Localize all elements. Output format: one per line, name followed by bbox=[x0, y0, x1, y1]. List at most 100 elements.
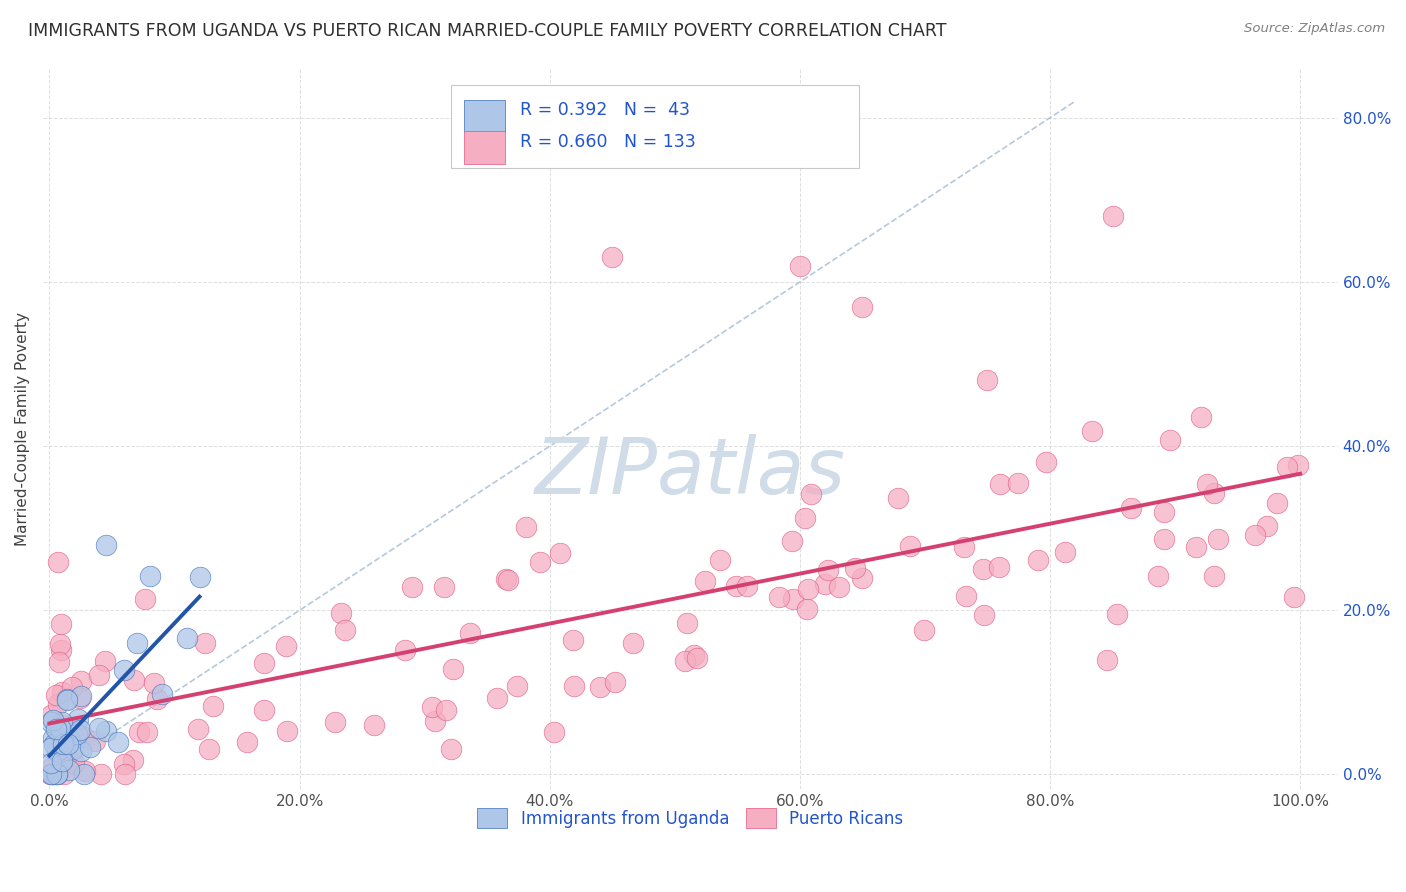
Point bbox=[51, 754, 73, 768]
Point bbox=[673, 654, 696, 668]
Point bbox=[39, 756, 62, 770]
Point bbox=[59, 733, 82, 747]
Point bbox=[1267, 495, 1289, 509]
Point bbox=[1195, 477, 1218, 491]
Text: IMMIGRANTS FROM UGANDA VS PUERTO RICAN MARRIED-COUPLE FAMILY POVERTY CORRELATION: IMMIGRANTS FROM UGANDA VS PUERTO RICAN M… bbox=[28, 22, 946, 40]
Point bbox=[323, 714, 346, 729]
Point bbox=[122, 673, 145, 687]
Point bbox=[143, 676, 166, 690]
Point bbox=[1107, 607, 1129, 622]
Point bbox=[335, 623, 357, 637]
Point bbox=[114, 767, 136, 781]
Point bbox=[988, 477, 1011, 491]
Point bbox=[49, 637, 72, 651]
Point bbox=[48, 698, 70, 712]
Point bbox=[621, 636, 644, 650]
Point bbox=[41, 767, 63, 781]
Point bbox=[506, 679, 529, 693]
Point bbox=[562, 680, 585, 694]
Point bbox=[1007, 476, 1029, 491]
Point bbox=[515, 519, 537, 533]
Point bbox=[79, 739, 101, 754]
Point bbox=[1184, 540, 1206, 554]
Point bbox=[58, 759, 80, 773]
Point bbox=[59, 736, 82, 750]
Point bbox=[486, 690, 509, 705]
Point bbox=[1244, 528, 1267, 542]
Point bbox=[972, 562, 994, 576]
Point bbox=[107, 735, 129, 749]
Point bbox=[89, 667, 111, 681]
Point bbox=[94, 538, 117, 552]
Point bbox=[197, 742, 219, 756]
Point bbox=[1286, 458, 1309, 472]
Point bbox=[953, 540, 976, 554]
Point bbox=[46, 744, 69, 758]
Point bbox=[66, 712, 89, 726]
Point bbox=[789, 259, 811, 273]
Point bbox=[976, 374, 998, 388]
Point bbox=[45, 722, 67, 736]
Point bbox=[683, 648, 706, 662]
Point bbox=[737, 579, 759, 593]
Point bbox=[828, 580, 851, 594]
Point bbox=[851, 571, 873, 585]
Point bbox=[433, 581, 456, 595]
Point bbox=[276, 723, 298, 738]
FancyBboxPatch shape bbox=[464, 100, 505, 132]
Point bbox=[39, 767, 62, 781]
Point bbox=[51, 685, 73, 699]
Point bbox=[69, 691, 91, 706]
Text: Source: ZipAtlas.com: Source: ZipAtlas.com bbox=[1244, 22, 1385, 36]
Text: R = 0.392   N =  43: R = 0.392 N = 43 bbox=[520, 101, 689, 119]
Point bbox=[1097, 652, 1119, 666]
Point bbox=[441, 661, 464, 675]
Point bbox=[56, 692, 79, 706]
Point bbox=[495, 572, 517, 586]
Point bbox=[39, 741, 62, 756]
Point bbox=[48, 721, 70, 735]
Point bbox=[46, 723, 69, 737]
Point bbox=[66, 726, 89, 740]
Point bbox=[605, 674, 627, 689]
Point bbox=[121, 753, 143, 767]
Point bbox=[1101, 209, 1123, 223]
Point bbox=[56, 693, 79, 707]
Point bbox=[39, 767, 62, 781]
Point bbox=[146, 692, 169, 706]
Point bbox=[1146, 569, 1168, 583]
Point bbox=[136, 725, 159, 739]
Point bbox=[45, 688, 67, 702]
Point bbox=[41, 767, 63, 781]
Point bbox=[42, 737, 65, 751]
Point bbox=[676, 615, 699, 630]
Point bbox=[1081, 424, 1104, 438]
Point bbox=[56, 731, 79, 745]
Point bbox=[42, 731, 65, 745]
Point bbox=[363, 718, 385, 732]
Point bbox=[51, 643, 73, 657]
Point bbox=[55, 750, 77, 764]
Point bbox=[51, 718, 73, 732]
Point bbox=[73, 767, 96, 781]
Point bbox=[46, 555, 69, 569]
Point bbox=[73, 731, 96, 745]
Point bbox=[817, 563, 839, 577]
Point bbox=[70, 744, 93, 758]
Point bbox=[1035, 455, 1057, 469]
Point bbox=[1206, 533, 1229, 547]
Point bbox=[1275, 460, 1298, 475]
Point bbox=[128, 724, 150, 739]
Point bbox=[51, 714, 73, 729]
Legend: Immigrants from Uganda, Puerto Ricans: Immigrants from Uganda, Puerto Ricans bbox=[471, 801, 910, 835]
Point bbox=[423, 714, 446, 729]
Point bbox=[394, 642, 416, 657]
Point bbox=[724, 579, 747, 593]
Point bbox=[600, 250, 623, 264]
Point bbox=[1159, 433, 1181, 447]
Point bbox=[49, 721, 72, 735]
Point bbox=[1202, 486, 1225, 500]
Point bbox=[45, 767, 67, 781]
Point bbox=[543, 724, 565, 739]
Point bbox=[90, 767, 112, 781]
